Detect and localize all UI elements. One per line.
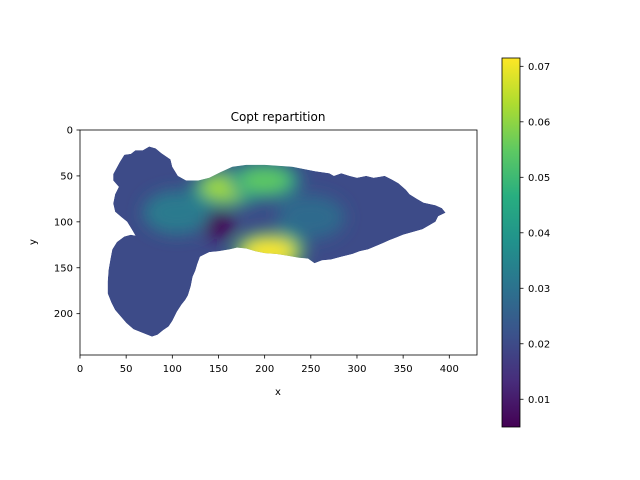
colorbar-tick-label: 0.01	[528, 395, 550, 406]
colorbar-gradient	[502, 58, 520, 427]
colorbar-ticks: 0.01 0.02 0.03 0.04 0.05 0.06 0.07	[520, 62, 550, 406]
x-tick-label: 150	[209, 364, 228, 375]
y-tick-label: 150	[54, 263, 73, 274]
colorbar: 0.01 0.02 0.03 0.04 0.05 0.06 0.07	[501, 57, 550, 428]
x-tick-label: 200	[255, 364, 274, 375]
x-tick-label: 250	[301, 364, 320, 375]
x-tick-label: 50	[120, 364, 133, 375]
field-feature-low	[202, 210, 235, 239]
x-tick-label: 400	[440, 364, 459, 375]
x-axis-label: x	[275, 387, 281, 398]
field-feature-high	[243, 239, 296, 264]
field-feature-high	[238, 168, 291, 193]
colorbar-tick-label: 0.06	[528, 117, 550, 128]
x-tick-label: 100	[163, 364, 182, 375]
field-feature-moderate	[142, 190, 211, 235]
colorbar-tick-label: 0.07	[528, 62, 550, 73]
y-tick-label: 100	[54, 217, 73, 228]
y-tick-label: 200	[54, 309, 73, 320]
y-tick-label: 50	[60, 171, 73, 182]
colorbar-frame	[501, 57, 521, 428]
plot-frame	[79, 129, 478, 356]
y-tick-label: 0	[67, 126, 73, 137]
x-tick-label: 300	[347, 364, 366, 375]
chart-title: Copt repartition	[231, 110, 326, 124]
colorbar-tick-label: 0.03	[528, 284, 550, 295]
x-axis: 0 50 100 150 200 250 300 350 400	[77, 355, 459, 375]
y-axis: 0 50 100 150 200	[54, 126, 80, 320]
colorbar-tick-label: 0.05	[528, 173, 550, 184]
y-axis-label: y	[28, 239, 39, 245]
colorbar-tick-label: 0.02	[528, 339, 550, 350]
colorbar-tick-label: 0.04	[528, 228, 550, 239]
x-tick-label: 350	[394, 364, 413, 375]
heatmap-field	[107, 146, 446, 337]
x-tick-label: 0	[77, 364, 83, 375]
field-feature-moderate	[276, 195, 345, 240]
